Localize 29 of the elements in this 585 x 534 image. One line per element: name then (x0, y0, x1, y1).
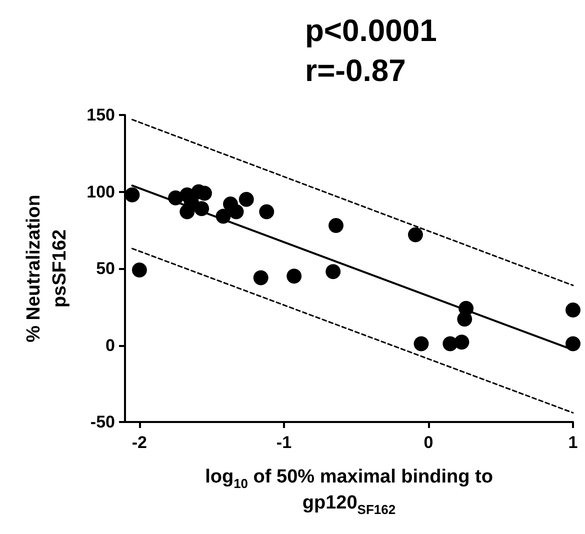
point (132, 262, 147, 278)
text: r=-0.87 (305, 53, 406, 88)
point (566, 302, 580, 318)
y-tick-label: 150 (86, 106, 115, 124)
point (566, 336, 580, 352)
point (124, 187, 140, 202)
y-axis-title: % Neutralization psSF162 (24, 194, 70, 342)
point (326, 264, 341, 280)
y-tick-label: -50 (90, 412, 115, 432)
x-tick-label: -1 (276, 433, 292, 452)
y-tick-label: 0 (106, 336, 115, 355)
y-tick-label: 50 (96, 259, 115, 278)
point (216, 208, 231, 224)
point (194, 201, 210, 216)
point (286, 268, 302, 284)
point (328, 218, 344, 234)
x-tick-label: 0 (424, 433, 434, 452)
point (408, 227, 423, 242)
text: p<0.0001 (305, 13, 437, 48)
point (457, 312, 472, 327)
x-tick-label: -2 (132, 433, 148, 452)
point (253, 270, 268, 286)
x-tick-label: 1 (568, 433, 578, 452)
y-tick-label: 100 (86, 182, 115, 202)
point (414, 336, 429, 352)
point (259, 204, 274, 220)
point (454, 334, 470, 350)
point (238, 192, 254, 207)
point (228, 204, 244, 220)
